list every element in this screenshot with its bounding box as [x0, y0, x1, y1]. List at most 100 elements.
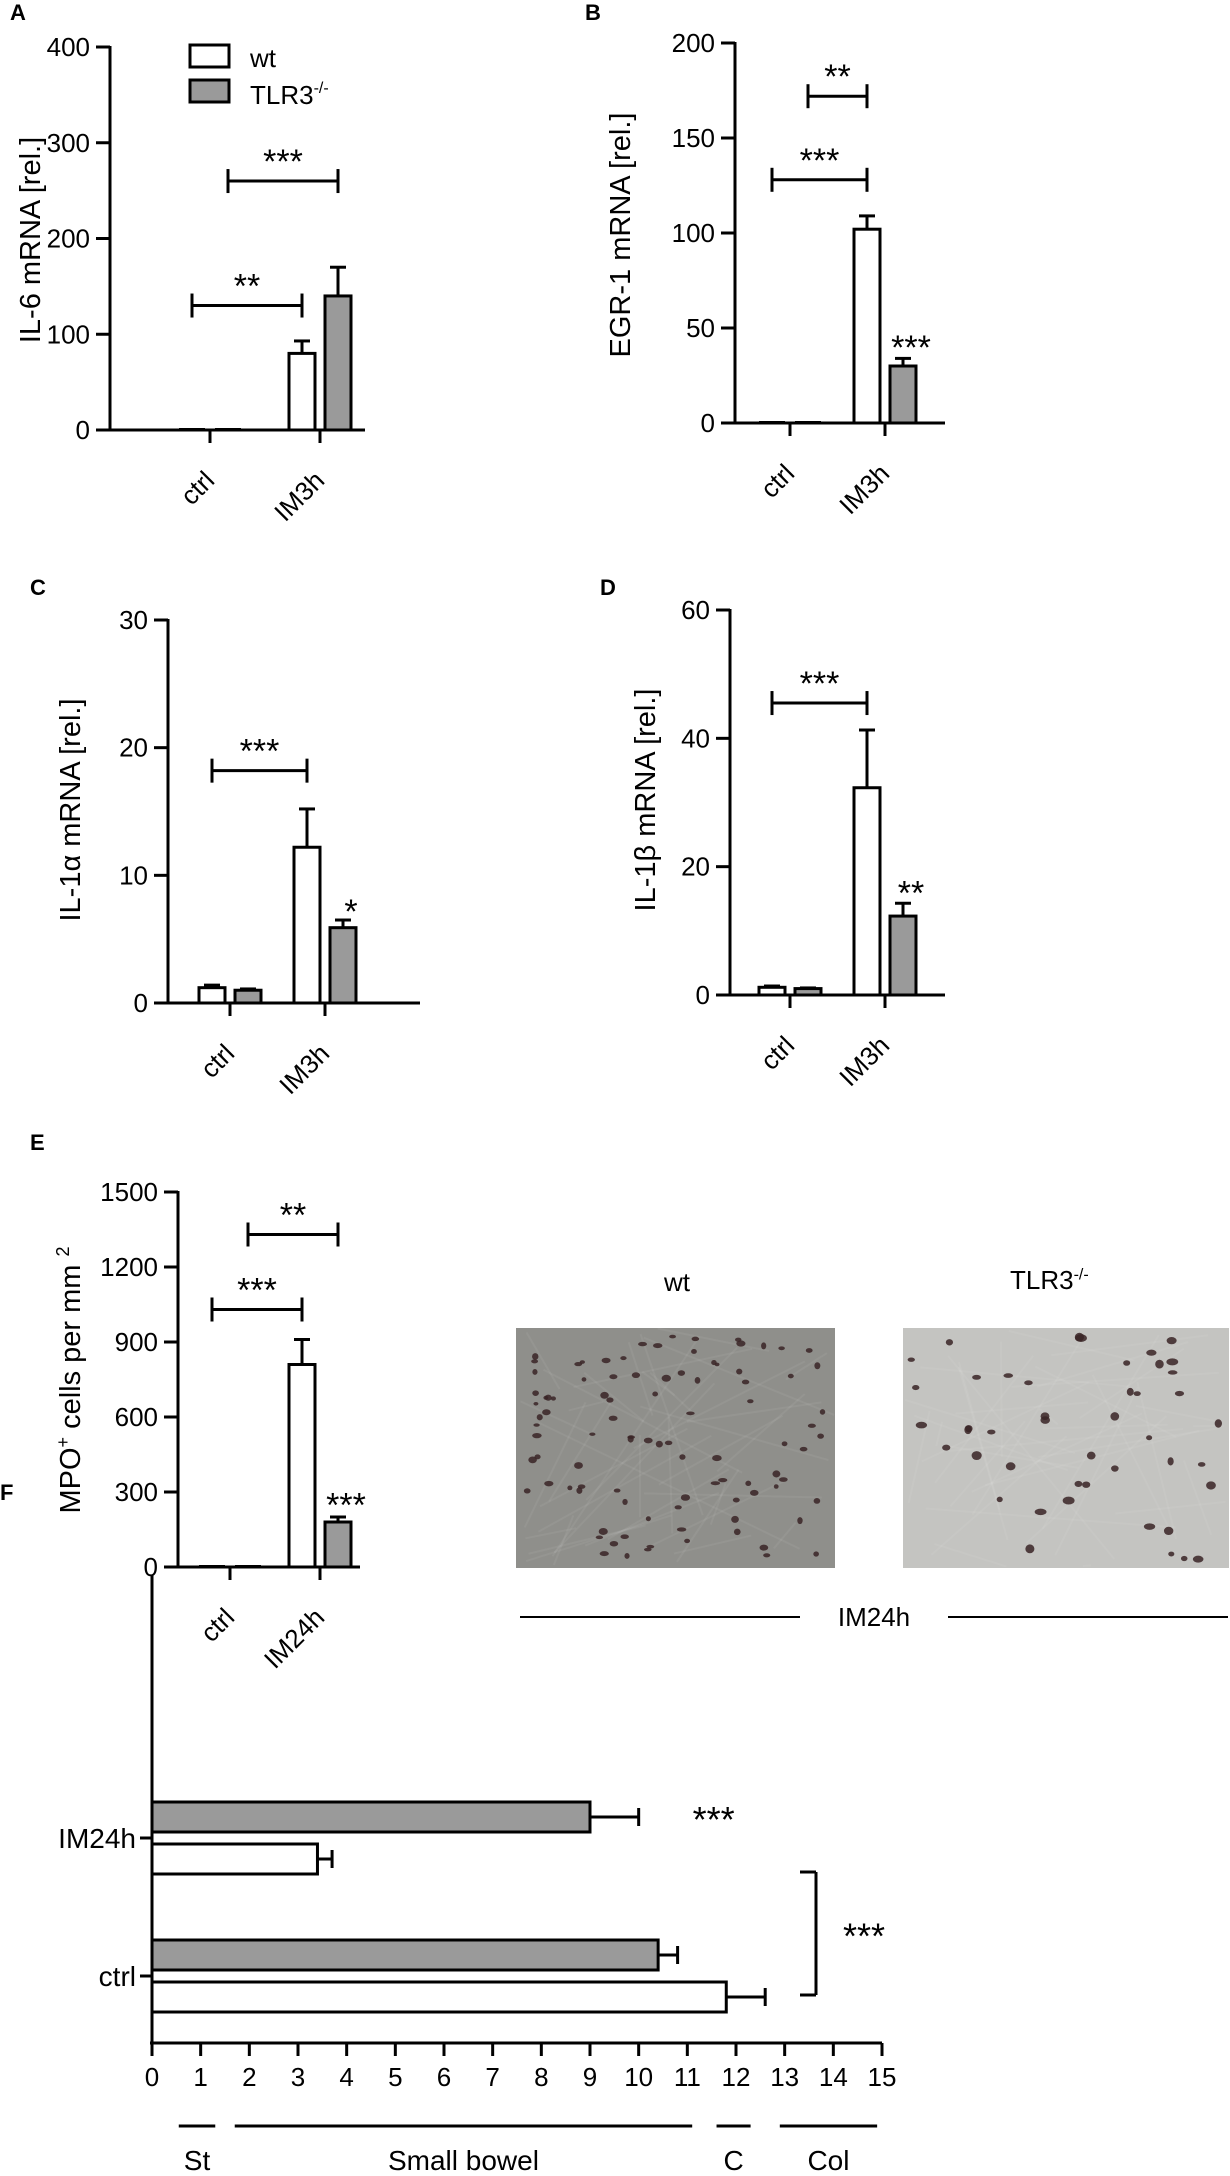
- panel-label-E: E: [30, 1130, 45, 1155]
- bar-A-ctrl-wt: [179, 428, 205, 430]
- micrograph-texture: [644, 1492, 822, 1499]
- bar-E-IM24h-wt: [287, 1363, 317, 1569]
- region-label-F: C: [723, 2145, 743, 2176]
- panel-label-B: B: [585, 0, 601, 25]
- region-label-F: Small bowel: [388, 2145, 539, 2176]
- stained-cell: [1166, 1358, 1179, 1366]
- micrograph-texture: [913, 1414, 1069, 1472]
- micrograph-texture: [971, 1412, 1143, 1493]
- x-tick-label-F: 8: [534, 2062, 548, 2092]
- x-tick-label-E: ctrl: [195, 1602, 241, 1648]
- y-tick-label-C: 10: [119, 860, 148, 890]
- micrograph-texture: [539, 1427, 688, 1508]
- significance-stars-B: ***: [800, 142, 840, 180]
- micrograph-texture: [948, 1428, 1184, 1453]
- bar-D-IM3h-wt: [852, 786, 882, 997]
- stained-cell: [1034, 1508, 1047, 1516]
- x-tick-label-C: IM3h: [273, 1038, 335, 1100]
- micrograph-texture: [573, 1347, 753, 1389]
- micrograph-texture: [1054, 1386, 1139, 1556]
- micrograph-texture: [1078, 1347, 1185, 1420]
- micrograph-texture: [1038, 1427, 1220, 1458]
- stained-cell: [1025, 1544, 1035, 1554]
- stained-cell: [679, 1454, 686, 1460]
- micrograph-texture: [658, 1414, 784, 1486]
- stained-cell: [749, 1489, 759, 1496]
- micrograph-texture: [639, 1405, 829, 1462]
- y-tick-label-A: 300: [47, 128, 90, 158]
- micrograph-texture: [551, 1336, 700, 1557]
- micrograph-texture: [641, 1371, 676, 1397]
- bar-F-IM24h-tlr3: [150, 1800, 592, 1834]
- y-tick-label-C: 20: [119, 733, 148, 763]
- stained-cell: [528, 1456, 537, 1464]
- stained-cell: [787, 1373, 794, 1379]
- panel-label-C: C: [30, 575, 46, 600]
- stained-cell: [1197, 1462, 1206, 1467]
- stained-cell: [813, 1498, 821, 1504]
- stained-cell: [677, 1370, 686, 1376]
- micrograph-texture: [525, 1331, 561, 1390]
- stained-cell: [1111, 1465, 1119, 1472]
- stained-cell: [763, 1553, 771, 1558]
- y-tick-label-E: 1500: [100, 1177, 158, 1207]
- micrograph-texture: [667, 1417, 674, 1534]
- stained-cell: [807, 1423, 816, 1428]
- significance-stars-E: ***: [326, 1487, 366, 1525]
- micrograph-image: [516, 1328, 835, 1568]
- significance-stars-E: **: [280, 1197, 306, 1235]
- stained-cell: [676, 1527, 687, 1532]
- bar-C-IM3h-wt: [292, 845, 322, 1005]
- x-tick-label-A: IM3h: [268, 465, 330, 527]
- stained-cell: [972, 1374, 981, 1380]
- significance-stars-B: ***: [891, 329, 931, 367]
- significance-stars-D: ***: [800, 665, 840, 703]
- stained-cell: [778, 1477, 788, 1482]
- stained-cell: [712, 1454, 722, 1462]
- bar-B-IM3h-tlr3: [888, 364, 918, 425]
- micrograph-texture: [1082, 1564, 1092, 1568]
- stained-cell: [550, 1396, 556, 1401]
- stained-cell: [987, 1429, 996, 1435]
- micrograph-texture: [1041, 1334, 1160, 1530]
- stained-cell: [595, 1535, 604, 1540]
- stained-cell: [781, 1441, 788, 1447]
- stained-cell: [542, 1409, 551, 1416]
- stained-cell: [759, 1544, 769, 1551]
- stained-cell: [797, 1517, 803, 1525]
- micrograph-texture: [1008, 1330, 1135, 1362]
- stained-cell: [736, 1340, 746, 1347]
- stained-cell: [600, 1391, 609, 1399]
- y-tick-label-B: 50: [686, 313, 715, 343]
- x-tick-label-D: ctrl: [755, 1030, 801, 1076]
- micrograph-texture: [607, 1468, 730, 1541]
- stained-cell: [1206, 1481, 1216, 1490]
- micrograph-texture: [1135, 1404, 1216, 1422]
- stained-cell: [655, 1440, 663, 1448]
- stained-cell: [819, 1409, 826, 1415]
- stained-cell: [1126, 1387, 1134, 1396]
- stained-cell: [814, 1362, 821, 1370]
- micrograph-tlr3: [903, 1328, 1229, 1568]
- micrograph-texture: [773, 1521, 797, 1550]
- micrograph-texture: [904, 1398, 1076, 1454]
- stained-cell: [718, 1478, 728, 1483]
- micrograph-wt-title: wt: [664, 1267, 690, 1297]
- micrograph-texture: [542, 1368, 743, 1474]
- x-tick-label-F: 6: [437, 2062, 451, 2092]
- y-tick-label-B: 200: [672, 28, 715, 58]
- y-axis-label-C: IL-1α mRNA [rel.]: [55, 698, 87, 921]
- stained-cell: [606, 1397, 614, 1403]
- micrograph-background: [516, 1328, 835, 1568]
- micrograph-texture: [676, 1469, 740, 1563]
- x-tick-label-F: 9: [583, 2062, 597, 2092]
- micrograph-texture: [643, 1336, 835, 1416]
- micrograph-texture: [583, 1372, 645, 1423]
- stained-cell: [645, 1516, 651, 1522]
- stained-cell: [710, 1481, 721, 1486]
- stained-cell: [581, 1377, 587, 1382]
- panel-label-F: F: [0, 1480, 13, 1505]
- significance-stars-F: ***: [843, 1916, 885, 1957]
- x-tick-label-F: 12: [722, 2062, 751, 2092]
